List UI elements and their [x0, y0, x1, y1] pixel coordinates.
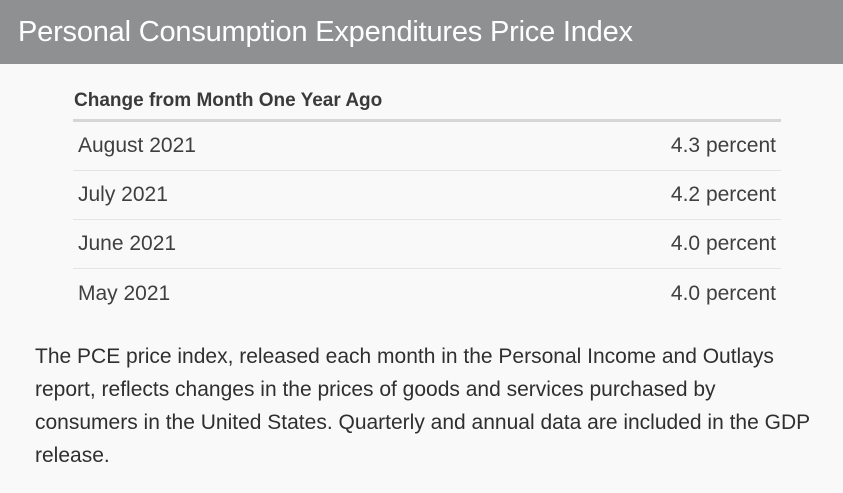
page-title: Personal Consumption Expenditures Price …: [18, 15, 633, 48]
table-row: June 2021 4.0 percent: [73, 220, 781, 269]
change-table: Change from Month One Year Ago August 20…: [73, 90, 781, 318]
value-cell: 4.2 percent: [670, 183, 776, 206]
period-cell: August 2021: [78, 134, 196, 157]
card-header: Personal Consumption Expenditures Price …: [0, 0, 843, 64]
value-cell: 4.0 percent: [670, 281, 776, 305]
period-cell: June 2021: [78, 232, 177, 255]
description-paragraph: The PCE price index, released each month…: [35, 345, 810, 467]
table-row: July 2021 4.2 percent: [73, 171, 781, 220]
period-cell: July 2021: [78, 183, 168, 206]
period-cell: May 2021: [78, 281, 171, 305]
value-cell: 4.0 percent: [670, 232, 776, 255]
value-cell: 4.3 percent: [670, 134, 776, 157]
table-row: August 2021 4.3 percent: [73, 122, 781, 171]
table-heading: Change from Month One Year Ago: [73, 90, 781, 122]
table-row: May 2021 4.0 percent: [73, 269, 781, 318]
